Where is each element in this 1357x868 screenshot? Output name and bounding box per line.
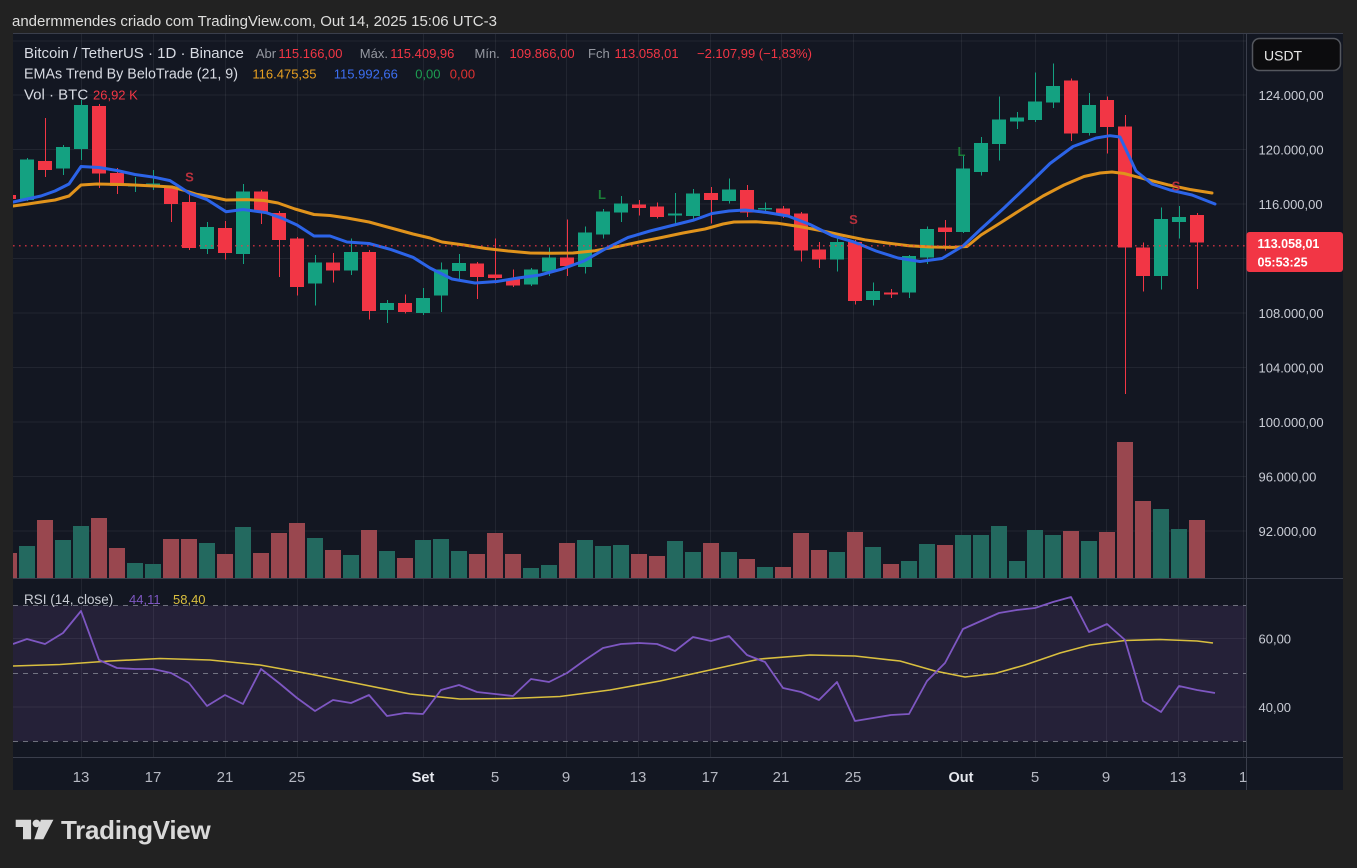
svg-text:L: L: [598, 187, 606, 202]
svg-text:92.000,00: 92.000,00: [1259, 524, 1317, 539]
svg-text:21: 21: [773, 769, 790, 786]
svg-text:120.000,00: 120.000,00: [1259, 143, 1324, 158]
svg-text:116.000,00: 116.000,00: [1259, 197, 1323, 212]
svg-text:S: S: [849, 212, 858, 227]
svg-text:115.409,96: 115.409,96: [390, 46, 454, 61]
svg-text:44,11: 44,11: [129, 592, 161, 607]
svg-text:9: 9: [562, 769, 570, 786]
svg-text:116.475,35: 116.475,35: [252, 67, 316, 82]
svg-text:Máx.: Máx.: [360, 46, 388, 61]
svg-text:EMAs Trend By BeloTrade (21, 9: EMAs Trend By BeloTrade (21, 9): [24, 67, 238, 83]
svg-text:115.166,00: 115.166,00: [278, 46, 342, 61]
svg-text:25: 25: [289, 769, 306, 786]
svg-text:0,00: 0,00: [415, 67, 440, 82]
svg-text:26,92 K: 26,92 K: [93, 88, 138, 103]
svg-text:0,00: 0,00: [450, 67, 475, 82]
svg-text:13: 13: [1170, 769, 1187, 786]
svg-text:S: S: [185, 170, 194, 185]
svg-text:05:53:25: 05:53:25: [1258, 256, 1308, 270]
svg-text:−2.107,99 (−1,83%): −2.107,99 (−1,83%): [697, 46, 812, 61]
svg-text:1: 1: [1239, 769, 1247, 786]
svg-text:17: 17: [145, 769, 162, 786]
svg-text:104.000,00: 104.000,00: [1259, 361, 1324, 376]
svg-text:L: L: [958, 144, 966, 159]
svg-text:113.058,01: 113.058,01: [1258, 237, 1320, 251]
svg-text:58,40: 58,40: [173, 592, 206, 607]
svg-text:21: 21: [217, 769, 234, 786]
svg-text:96.000,00: 96.000,00: [1259, 470, 1317, 485]
svg-text:5: 5: [1031, 769, 1039, 786]
svg-text:124.000,00: 124.000,00: [1259, 88, 1324, 103]
svg-text:5: 5: [491, 769, 499, 786]
svg-text:25: 25: [845, 769, 862, 786]
svg-text:USDT: USDT: [1264, 48, 1303, 64]
svg-text:109.866,00: 109.866,00: [510, 46, 575, 61]
svg-text:113.058,01: 113.058,01: [615, 46, 679, 61]
svg-text:40,00: 40,00: [1259, 700, 1292, 715]
svg-text:Bitcoin / TetherUS · 1D · Bina: Bitcoin / TetherUS · 1D · Binance: [24, 45, 244, 62]
svg-text:100.000,00: 100.000,00: [1259, 415, 1324, 430]
svg-text:Mín.: Mín.: [475, 46, 500, 61]
svg-text:Vol · BTC: Vol · BTC: [24, 87, 88, 104]
svg-text:9: 9: [1102, 769, 1110, 786]
svg-text:Out: Out: [949, 770, 974, 786]
svg-text:Abr: Abr: [256, 46, 277, 61]
svg-text:17: 17: [702, 769, 719, 786]
svg-text:13: 13: [630, 769, 647, 786]
svg-text:Fch: Fch: [588, 46, 610, 61]
svg-text:andermmendes criado com Tradin: andermmendes criado com TradingView.com,…: [12, 13, 497, 30]
svg-text:RSI (14, close): RSI (14, close): [24, 592, 113, 607]
svg-text:Set: Set: [412, 770, 435, 786]
svg-text:108.000,00: 108.000,00: [1259, 306, 1324, 321]
svg-text:S: S: [1172, 179, 1181, 194]
svg-text:13: 13: [73, 769, 90, 786]
svg-text:TradingView: TradingView: [61, 815, 211, 845]
svg-text:115.992,66: 115.992,66: [334, 67, 398, 82]
svg-text:60,00: 60,00: [1259, 632, 1292, 647]
